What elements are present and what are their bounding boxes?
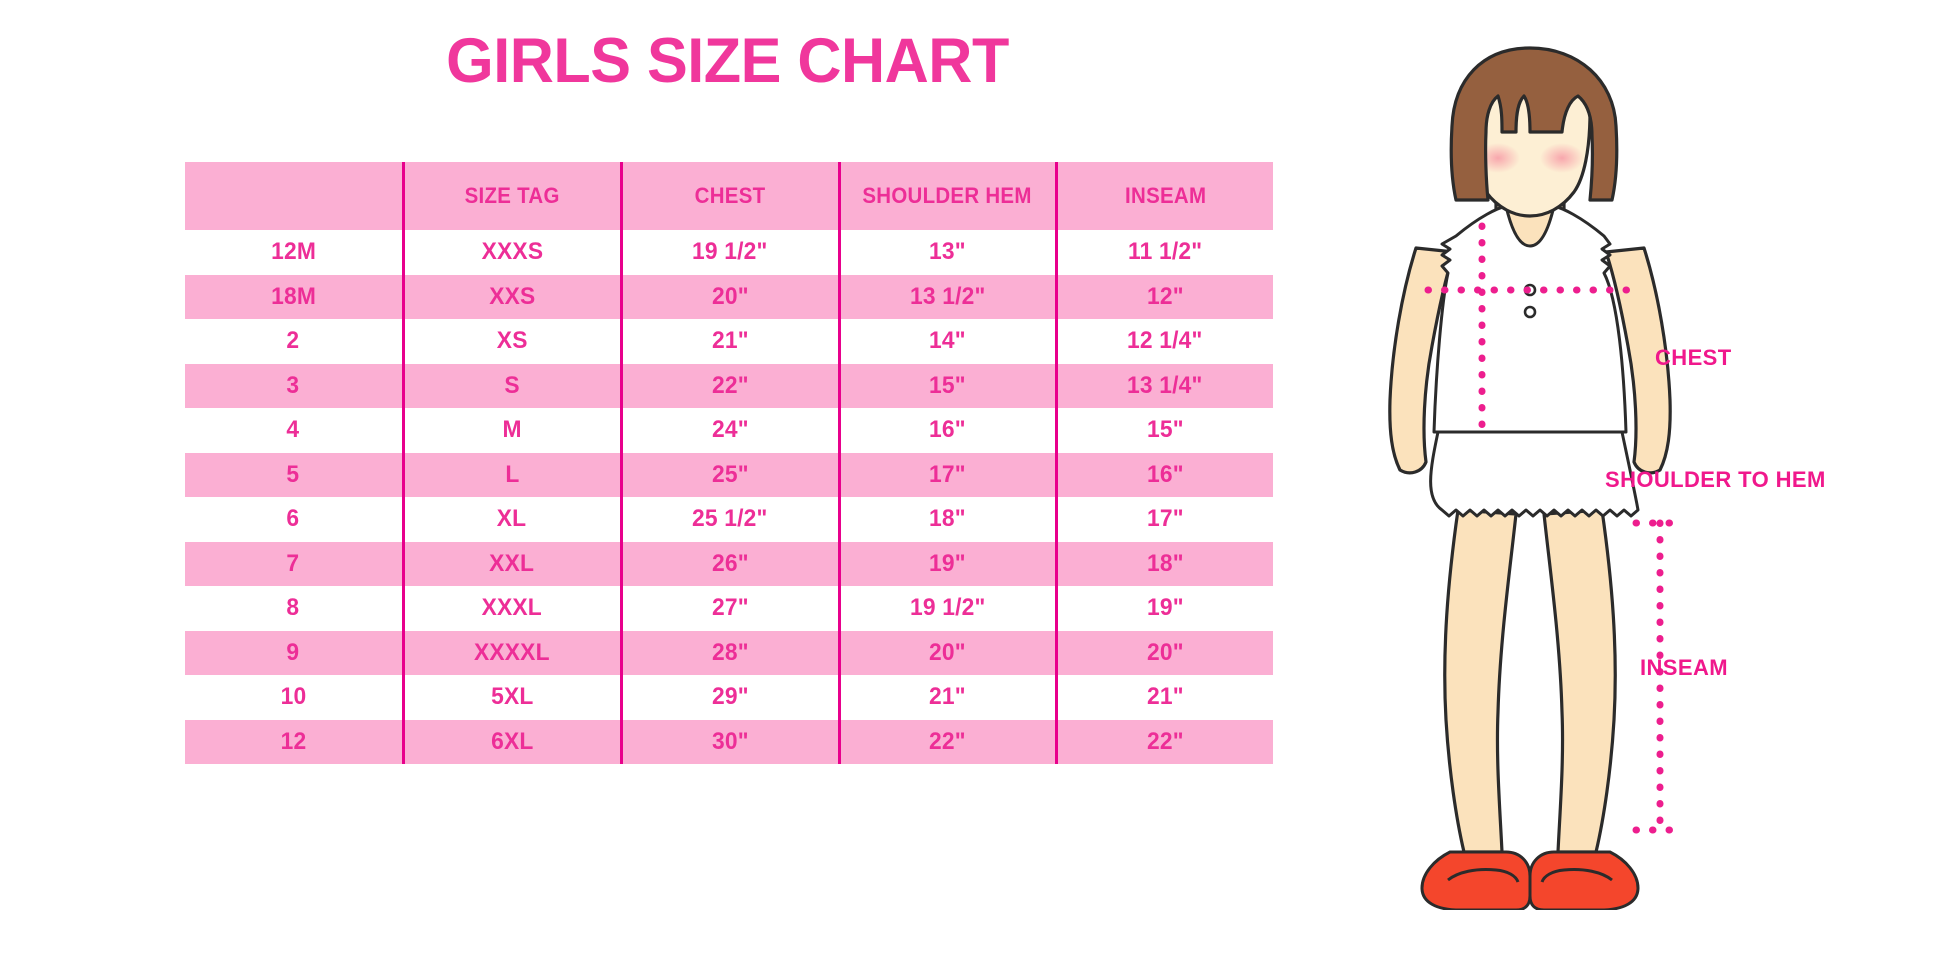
hair-shape [1449,46,1619,202]
table-row: 6 XL 25 1/2" 18" 17" [185,497,1273,542]
skirt-shape [1429,430,1640,518]
table-cell: 9 [185,630,403,675]
table-row: 2 XS 21" 14" 12 1/4" [185,319,1273,364]
table-cell: 20" [619,274,839,319]
table-cell: S [401,363,621,408]
table-cell: 22" [619,363,839,408]
table-row: 12M XXXS 19 1/2" 13" 11 1/2" [185,230,1273,275]
table-row: 9 XXXXL 28" 20" 20" [185,630,1273,675]
table-cell: 21" [619,319,839,364]
table-cell: 18M [185,274,403,319]
table-cell: 13 1/2" [837,274,1056,319]
table-body: 12M XXXS 19 1/2" 13" 11 1/2" 18M XXS 20" 13 1/2"… [185,230,1273,764]
table-row: 8 XXXL 27" 19 1/2" 19" [185,586,1273,631]
table-cell: 2 [185,319,403,364]
table-cell: XXL [401,541,621,586]
table-cell: XXS [401,274,621,319]
table-cell: 19 1/2" [619,230,839,275]
table-cell: 12" [1054,274,1273,319]
table-row: 3 S 22" 15" 13 1/4" [185,363,1273,408]
legs-shape [1443,508,1617,854]
table-cell: 20" [837,630,1056,675]
table-cell: XL [401,497,621,542]
arms-shape [1388,246,1672,475]
table-cell: 6 [185,497,403,542]
size-chart-table: SIZE TAG CHEST SHOULDER HEM INSEAM 12M XX… [185,162,1273,764]
girl-figure-illustration [1330,40,1730,910]
table-cell: 12M [185,230,403,275]
table-cell: 10 [185,675,403,720]
table-cell: 18" [1054,541,1273,586]
table-row: 5 L 25" 17" 16" [185,452,1273,497]
table-cell: 22" [1054,719,1273,764]
table-cell: 16" [1054,452,1273,497]
table-cell: 25 1/2" [619,497,839,542]
table-row: 4 M 24" 16" 15" [185,408,1273,453]
table-cell: M [401,408,621,453]
inseam-measure-line [1632,519,1678,834]
table-cell: L [401,452,621,497]
table-cell: 21" [1054,675,1273,720]
table-cell: XS [401,319,621,364]
table-cell: 17" [1054,497,1273,542]
table-cell: 3 [185,363,403,408]
table-cell: 16" [837,408,1056,453]
table-cell: XXXS [401,230,621,275]
column-header-size [185,162,403,230]
table-cell: 22" [837,719,1056,764]
table-cell: 24" [619,408,839,453]
shoes-shape [1420,850,1640,910]
table-cell: 7 [185,541,403,586]
table-cell: 19 1/2" [837,586,1056,631]
table-header: SIZE TAG CHEST SHOULDER HEM INSEAM [185,162,1273,230]
table-cell: 17" [837,452,1056,497]
table-cell: 4 [185,408,403,453]
table-cell: 28" [619,630,839,675]
table-cell: 8 [185,586,403,631]
column-header-chest: CHEST [619,162,839,230]
table-cell: 5XL [401,675,621,720]
table-cell: 27" [619,586,839,631]
table-cell: 29" [619,675,839,720]
table-row: 18M XXS 20" 13 1/2" 12" [185,274,1273,319]
table-row: 7 XXL 26" 19" 18" [185,541,1273,586]
table-cell: 19" [1054,586,1273,631]
table-cell: 12 1/4" [1054,319,1273,364]
table-cell: 21" [837,675,1056,720]
label-inseam: INSEAM [1640,655,1728,680]
label-shoulder-to-hem: SHOULDER TO HEM [1605,467,1826,492]
column-header-shoulder-hem: SHOULDER HEM [837,162,1056,230]
table-cell: 15" [1054,408,1273,453]
table-cell: 25" [619,452,839,497]
table-cell: XXXXL [401,630,621,675]
table-row: 12 6XL 30" 22" 22" [185,719,1273,764]
table-cell: 20" [1054,630,1273,675]
table-header-row: SIZE TAG CHEST SHOULDER HEM INSEAM [185,162,1273,230]
column-header-inseam: INSEAM [1054,162,1273,230]
table-cell: 12 [185,719,403,764]
label-chest: CHEST [1655,345,1732,370]
table-cell: 19" [837,541,1056,586]
column-header-size-tag: SIZE TAG [401,162,621,230]
table-cell: 26" [619,541,839,586]
table-cell: 5 [185,452,403,497]
table-row: 10 5XL 29" 21" 21" [185,675,1273,720]
table-cell: 15" [837,363,1056,408]
table-cell: 13 1/4" [1054,363,1273,408]
table-cell: 6XL [401,719,621,764]
table-cell: 11 1/2" [1054,230,1273,275]
table-cell: 13" [837,230,1056,275]
table-cell: 18" [837,497,1056,542]
table-cell: 30" [619,719,839,764]
page-title: GIRLS SIZE CHART [446,26,1009,96]
table-cell: 14" [837,319,1056,364]
table-cell: XXXL [401,586,621,631]
